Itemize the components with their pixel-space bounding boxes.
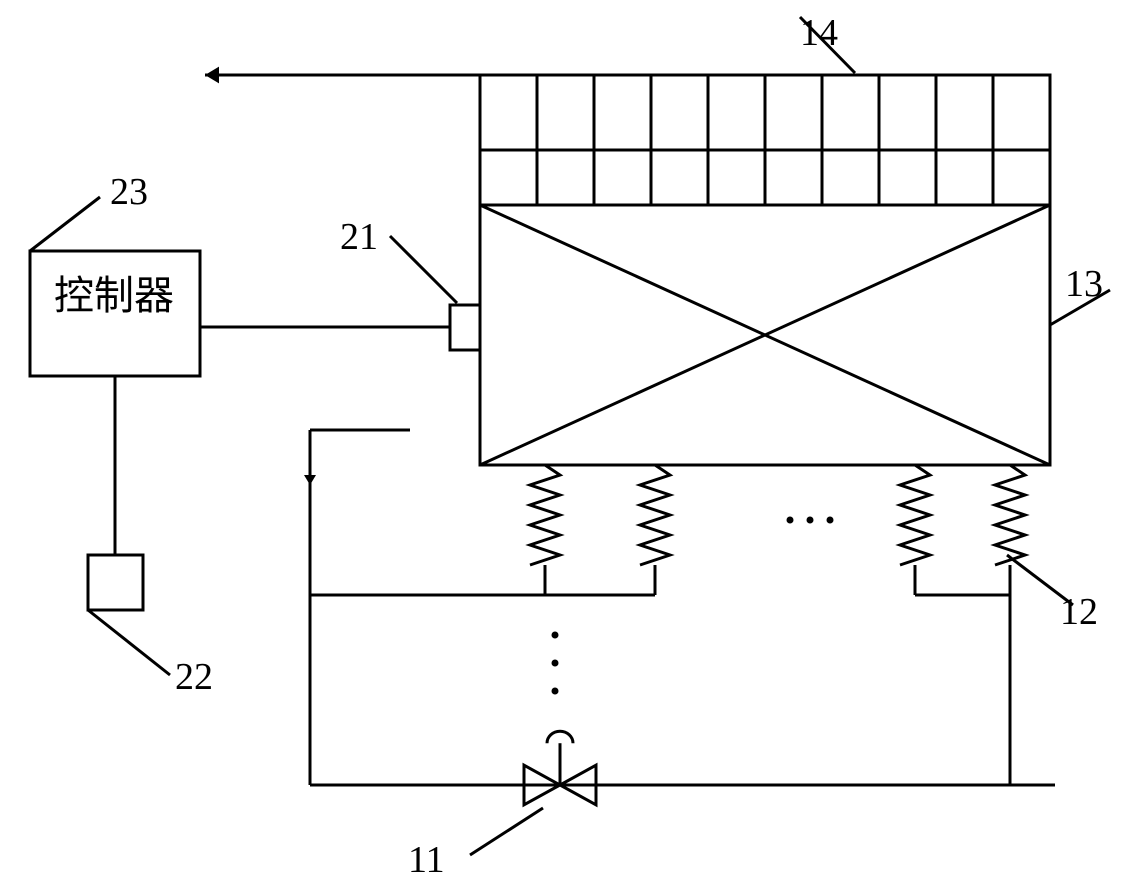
ref-11: 11	[408, 838, 445, 882]
controller-label: 控制器	[44, 276, 184, 316]
ref-13: 13	[1065, 262, 1103, 306]
ref-12: 12	[1060, 590, 1098, 634]
ref-22: 22	[175, 655, 213, 699]
ref-14: 14	[800, 11, 838, 55]
ref-21: 21	[340, 215, 378, 259]
ref-23: 23	[110, 170, 148, 214]
